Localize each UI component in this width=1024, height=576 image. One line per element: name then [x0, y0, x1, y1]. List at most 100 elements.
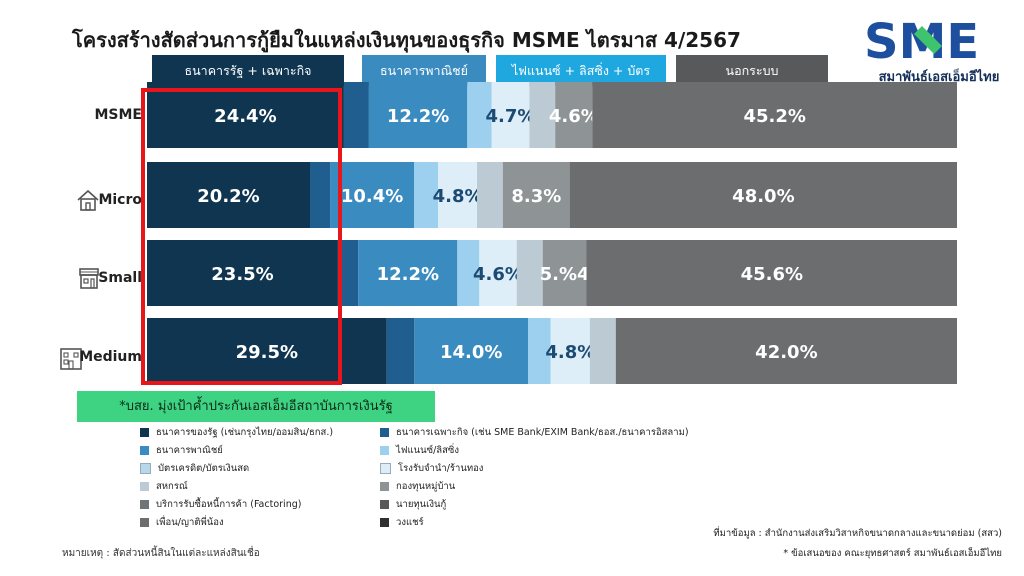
bar-segment-pawnshop	[550, 318, 590, 384]
legend-item: สหกรณ์	[140, 478, 188, 496]
category-label-msme: MSME	[94, 107, 142, 123]
data-label: 29.5%	[236, 342, 298, 363]
data-label: 14.0%	[440, 342, 502, 363]
bar-segment-coop	[516, 240, 543, 306]
legend-label: วงแชร์	[396, 517, 424, 528]
legend-item: ไฟแนนซ์/ลิสซิ่ง	[380, 442, 459, 460]
data-label: 23.5%	[211, 264, 273, 285]
legend-label: สหกรณ์	[156, 481, 188, 492]
category-label-micro: Micro	[98, 192, 142, 208]
bar-segment-coop	[589, 318, 616, 384]
chart-legend: ธนาคารของรัฐ (เช่นกรุงไทย/ออมสิน/ธกส.) ธน…	[140, 424, 700, 536]
data-label: 4.8%	[545, 342, 595, 363]
legend-swatch	[140, 500, 149, 509]
group-header-label: ไฟแนนซ์ + ลิสซิ่ง + บัตร	[511, 63, 651, 78]
bar-segment-commercial_bank	[330, 162, 414, 228]
legend-swatch	[380, 482, 389, 491]
data-label: 5.%4	[540, 264, 590, 285]
legend-swatch	[140, 518, 149, 527]
group-header-label: ธนาคารพาณิชย์	[380, 63, 468, 78]
legend-swatch	[380, 500, 389, 509]
data-label: 4.6%	[473, 264, 523, 285]
legend-item: ธนาคารเฉพาะกิจ (เช่น SME Bank/EXIM Bank/…	[380, 424, 689, 442]
building-icon	[60, 348, 82, 370]
shop-icon	[79, 268, 99, 289]
group-header-informal: นอกระบบ	[676, 55, 828, 86]
bar-segment-informal	[592, 82, 957, 148]
source-line-2: * ข้อเสนอของ คณะยุทธศาสตร์ สมาพันธ์เอสเอ…	[783, 548, 1002, 559]
group-header-state-bank: ธนาคารรัฐ + เฉพาะกิจ	[152, 55, 344, 86]
legend-label: กองทุนหมู่บ้าน	[396, 481, 456, 492]
bar-segment-state_bank	[147, 82, 344, 148]
legend-label: ธนาคารของรัฐ (เช่นกรุงไทย/ออมสิน/ธกส.)	[156, 427, 334, 438]
data-label: 48.0%	[732, 186, 794, 207]
logo-subtitle: สมาพันธ์เอสเอ็มอีไทย	[878, 70, 1000, 85]
bar-segment-informal	[615, 318, 957, 384]
data-label: 12.2%	[377, 264, 439, 285]
legend-label: ธนาคารเฉพาะกิจ (เช่น SME Bank/EXIM Bank/…	[396, 427, 689, 438]
category-label-medium: Medium	[79, 349, 142, 365]
legend-swatch	[140, 463, 151, 474]
group-header-finance: ไฟแนนซ์ + ลิสซิ่ง + บัตร	[496, 55, 666, 86]
data-label: 4.7%	[486, 106, 536, 127]
source-line-1: ที่มาข้อมูล : สำนักงานส่งเสริมวิสาหกิจขน…	[713, 528, 1002, 539]
footnote: หมายเหตุ : สัดส่วนหนี้สินในแต่ละแหล่งสิน…	[62, 548, 260, 559]
bar-segment-specialized_bank	[310, 162, 331, 228]
bar-segment-finance	[528, 318, 551, 384]
bar-segment-pawnshop	[491, 82, 530, 148]
bar-segment-state_bank	[147, 162, 310, 228]
legend-swatch	[380, 518, 389, 527]
legend-item: วงแชร์	[380, 514, 424, 532]
data-label: 24.4%	[214, 106, 276, 127]
bar-segment-village_fund	[555, 82, 593, 148]
logo-arrow-icon	[914, 26, 942, 54]
data-label: 10.4%	[341, 186, 403, 207]
bar-segment-commercial_bank	[414, 318, 528, 384]
data-label: 42.0%	[755, 342, 817, 363]
group-header-label: ธนาคารรัฐ + เฉพาะกิจ	[184, 63, 312, 78]
legend-swatch	[380, 446, 389, 455]
bar-segment-village_fund	[502, 162, 570, 228]
legend-item: กองทุนหมู่บ้าน	[380, 478, 455, 496]
legend-item: เพื่อน/ญาติพี่น้อง	[140, 514, 224, 532]
callout-note: *บสย. มุ่งเป้าค้ำประกันเอสเอ็มอีสถาบันกา…	[77, 391, 435, 422]
legend-swatch	[140, 428, 149, 437]
legend-swatch	[140, 482, 149, 491]
legend-label: ธนาคารพาณิชย์	[156, 445, 223, 456]
bar-segment-specialized_bank	[386, 318, 415, 384]
data-label: 12.2%	[387, 106, 449, 127]
group-header-commercial-bank: ธนาคารพาณิชย์	[362, 55, 486, 86]
bar-segment-informal	[586, 240, 957, 306]
legend-item: บริการรับซื้อหนี้การค้า (Factoring)	[140, 496, 301, 514]
legend-label: ไฟแนนซ์/ลิสซิ่ง	[396, 445, 459, 456]
bar-segment-state_bank	[147, 318, 387, 384]
legend-label: โรงรับจำนำ/ร้านทอง	[398, 463, 484, 474]
category-label-small: Small	[98, 270, 142, 286]
bar-segment-state_bank	[147, 240, 338, 306]
bar-segment-commercial_bank	[368, 82, 468, 148]
sme-logo: SME สมาพันธ์เอสเอ็มอีไทย	[862, 12, 1012, 88]
bar-segment-coop	[529, 82, 556, 148]
legend-item: นายทุนเงินกู้	[380, 496, 446, 514]
data-label: 4.6%	[549, 106, 599, 127]
group-header-label: นอกระบบ	[725, 63, 779, 78]
data-label: 20.2%	[197, 186, 259, 207]
source-block: ที่มาข้อมูล : สำนักงานส่งเสริมวิสาหกิจขน…	[713, 524, 1002, 564]
legend-label: นายทุนเงินกู้	[396, 499, 447, 510]
page-title: โครงสร้างสัดส่วนการกู้ยืมในแหล่งเงินทุนข…	[72, 28, 741, 52]
legend-label: บัตรเครดิต/บัตรเงินสด	[158, 463, 250, 474]
sme-logo-mark: SME	[864, 14, 979, 66]
bar-segment-specialized_bank	[337, 240, 359, 306]
legend-swatch	[380, 463, 391, 474]
data-label: 4.8%	[433, 186, 483, 207]
bar-segment-finance	[457, 240, 480, 306]
legend-item: ธนาคารพาณิชย์	[140, 442, 223, 460]
data-label: 45.6%	[741, 264, 803, 285]
bar-segment-finance	[414, 162, 439, 228]
bar-segment-finance	[467, 82, 492, 148]
legend-label: บริการรับซื้อหนี้การค้า (Factoring)	[156, 499, 302, 510]
data-label: 45.2%	[743, 106, 805, 127]
bar-segment-pawnshop	[438, 162, 477, 228]
callout-text: *บสย. มุ่งเป้าค้ำประกันเอสเอ็มอีสถาบันกา…	[119, 399, 393, 414]
